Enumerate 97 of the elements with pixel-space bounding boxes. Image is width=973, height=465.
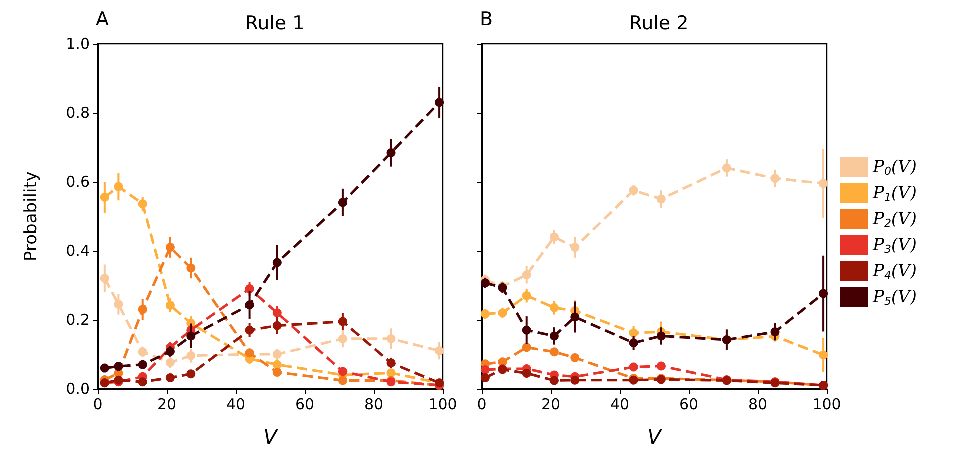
y-tick-label: 0.6	[66, 173, 90, 191]
point	[100, 274, 110, 284]
point	[338, 376, 348, 386]
point	[338, 317, 348, 326]
point	[272, 258, 282, 268]
point	[272, 360, 282, 370]
point	[570, 353, 580, 362]
point	[245, 284, 254, 294]
chart-title: Rule 2	[629, 12, 689, 34]
point	[550, 303, 559, 312]
point	[100, 364, 110, 373]
point	[138, 360, 148, 370]
x-tick-label: 0	[93, 396, 103, 414]
point	[114, 300, 124, 309]
point	[550, 232, 559, 242]
point	[629, 338, 638, 348]
point	[550, 376, 559, 386]
point	[114, 182, 124, 192]
point	[656, 194, 666, 204]
point	[629, 186, 638, 196]
point	[629, 328, 638, 338]
point	[166, 243, 175, 252]
x-axis-title: V	[648, 425, 663, 449]
y-tick-label: 0.0	[66, 380, 90, 398]
y-tick-label: 0.8	[66, 104, 90, 122]
point	[186, 332, 196, 341]
point	[166, 358, 175, 368]
point	[656, 362, 666, 371]
x-tick-label: 60	[295, 396, 315, 414]
point	[386, 148, 396, 158]
point	[819, 350, 828, 360]
point	[435, 98, 444, 108]
x-tick-label: 40	[226, 396, 246, 414]
point	[522, 326, 532, 335]
point	[770, 174, 780, 184]
point	[114, 362, 124, 372]
x-tick-label: 80	[748, 396, 768, 414]
y-tick-label: 0.4	[66, 242, 90, 260]
point	[166, 301, 175, 310]
point	[245, 326, 254, 335]
point	[480, 310, 490, 319]
point	[186, 370, 196, 379]
y-tick-label: 0.2	[66, 311, 90, 329]
point	[100, 193, 110, 202]
point	[550, 332, 559, 341]
point	[480, 278, 490, 288]
x-tick-label: 0	[477, 396, 487, 414]
x-tick-label: 60	[679, 396, 699, 414]
point	[272, 321, 282, 330]
point	[166, 373, 175, 382]
point	[522, 343, 532, 352]
point	[435, 346, 444, 356]
text: A	[96, 8, 109, 30]
point	[245, 300, 254, 310]
point	[570, 376, 580, 385]
point	[272, 308, 282, 318]
point	[338, 334, 348, 344]
text: B	[480, 8, 494, 30]
point	[186, 351, 196, 360]
point	[480, 373, 490, 382]
x-tick-label: 100	[812, 396, 842, 414]
point	[570, 243, 580, 252]
point	[138, 348, 148, 357]
point	[138, 200, 148, 209]
point	[629, 362, 638, 372]
x-tick-label: 40	[610, 396, 630, 414]
x-axis-title: V	[264, 425, 279, 449]
y-axis-title: Probability	[22, 172, 42, 262]
x-tick-label: 20	[541, 396, 561, 414]
x-tick-label: 20	[157, 396, 177, 414]
point	[522, 291, 532, 300]
point	[272, 368, 282, 377]
point	[166, 347, 175, 356]
x-tick-label: 80	[364, 396, 384, 414]
point	[522, 270, 532, 280]
x-tick-label: 100	[428, 396, 458, 414]
point	[722, 164, 732, 173]
point	[186, 264, 196, 273]
point	[272, 350, 282, 359]
point	[819, 289, 828, 298]
point	[550, 348, 559, 357]
point	[498, 308, 508, 318]
chart-title: Rule 1	[245, 12, 305, 34]
point	[522, 368, 532, 378]
point	[386, 334, 396, 344]
y-tick-label: 1.0	[66, 35, 90, 53]
point	[338, 367, 348, 376]
point	[386, 368, 396, 378]
point	[338, 198, 348, 208]
point	[138, 305, 148, 314]
point	[770, 328, 780, 337]
point	[819, 179, 828, 188]
point	[138, 378, 148, 387]
point	[656, 332, 666, 341]
point	[570, 312, 580, 322]
point	[386, 358, 396, 368]
point	[480, 366, 490, 375]
